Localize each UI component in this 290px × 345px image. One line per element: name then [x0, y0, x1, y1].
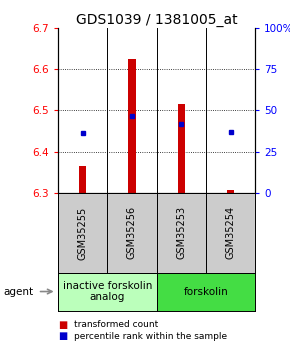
Bar: [206, 193, 255, 273]
Bar: [107, 193, 157, 273]
Text: GSM35256: GSM35256: [127, 206, 137, 259]
Text: transformed count: transformed count: [74, 321, 158, 329]
Text: ■: ■: [58, 331, 67, 341]
Bar: [157, 193, 206, 273]
Bar: [128, 59, 136, 193]
Text: GSM35254: GSM35254: [226, 206, 235, 259]
Text: GSM35255: GSM35255: [78, 206, 88, 259]
Text: agent: agent: [3, 287, 33, 296]
Text: GSM35253: GSM35253: [176, 206, 186, 259]
Bar: [58, 193, 107, 273]
Bar: [227, 190, 234, 193]
Bar: [157, 273, 255, 310]
Text: ■: ■: [58, 320, 67, 330]
Text: inactive forskolin
analog: inactive forskolin analog: [63, 281, 152, 302]
Bar: [177, 104, 185, 193]
Bar: [79, 166, 86, 193]
Text: forskolin: forskolin: [184, 287, 228, 296]
Bar: [58, 273, 157, 310]
Title: GDS1039 / 1381005_at: GDS1039 / 1381005_at: [76, 12, 238, 27]
Text: percentile rank within the sample: percentile rank within the sample: [74, 332, 227, 341]
